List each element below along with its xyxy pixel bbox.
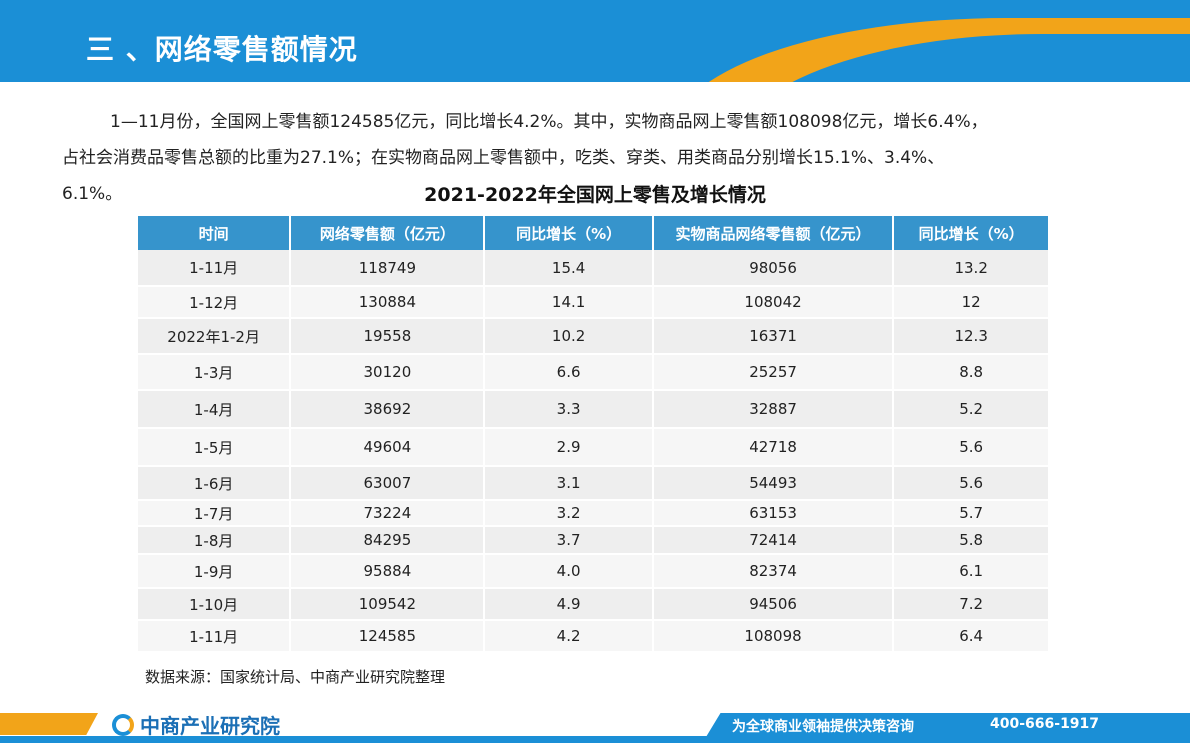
cell-time: 2022年1-2月 <box>138 318 292 355</box>
cell-time: 1-12月 <box>138 286 292 319</box>
cell-yoy-growth: 3.1 <box>484 466 654 501</box>
cell-physical-yoy: 5.2 <box>893 390 1048 429</box>
cell-yoy-growth: 4.2 <box>484 620 654 653</box>
cell-yoy-growth: 3.2 <box>484 500 654 527</box>
cell-physical-retail: 98056 <box>652 250 895 287</box>
cell-online-retail: 19558 <box>290 318 486 355</box>
cell-time: 1-11月 <box>138 250 292 287</box>
cell-physical-yoy: 6.1 <box>893 554 1048 589</box>
col-header-online-retail: 网络零售额（亿元） <box>290 216 486 250</box>
cell-yoy-growth: 4.9 <box>484 588 654 621</box>
summary-line-2: 占社会消费品零售总额的比重为27.1%；在实物商品网上零售额中，吃类、穿类、用类… <box>62 148 945 168</box>
footer-phone: 400-666-1917 <box>990 716 1100 732</box>
table-row: 1-8月 84295 3.7 72414 5.8 <box>138 526 1048 555</box>
table-row: 1-11月 118749 15.4 98056 13.2 <box>138 250 1048 287</box>
cell-yoy-growth: 3.3 <box>484 390 654 429</box>
col-header-yoy-growth: 同比增长（%） <box>484 216 654 250</box>
cell-physical-retail: 54493 <box>652 466 895 501</box>
cell-online-retail: 124585 <box>290 620 486 653</box>
table-row: 1-10月 109542 4.9 94506 7.2 <box>138 588 1048 621</box>
cell-time: 1-7月 <box>138 500 292 527</box>
logo-text: 中商产业研究院 <box>140 714 280 738</box>
page-title: 三 、网络零售额情况 <box>86 33 358 66</box>
cell-time: 1-5月 <box>138 428 292 467</box>
company-logo: 中商产业研究院 <box>112 710 280 739</box>
cell-time: 1-6月 <box>138 466 292 501</box>
summary-line-1: 1—11月份，全国网上零售额124585亿元，同比增长4.2%。其中，实物商品网… <box>110 112 988 132</box>
cell-physical-retail: 25257 <box>652 354 895 391</box>
summary-paragraph: 1—11月份，全国网上零售额124585亿元，同比增长4.2%。其中，实物商品网… <box>62 104 1142 212</box>
cell-online-retail: 84295 <box>290 526 486 555</box>
cell-online-retail: 118749 <box>290 250 486 287</box>
logo-mark-icon <box>112 713 134 736</box>
cell-physical-yoy: 12.3 <box>893 318 1048 355</box>
footer-slogan: 为全球商业领袖提供决策咨询 <box>732 719 914 735</box>
data-source: 数据来源：国家统计局、中商产业研究院整理 <box>145 668 446 686</box>
cell-yoy-growth: 14.1 <box>484 286 654 319</box>
cell-time: 1-10月 <box>138 588 292 621</box>
cell-physical-yoy: 5.6 <box>893 428 1048 467</box>
cell-physical-yoy: 7.2 <box>893 588 1048 621</box>
cell-physical-retail: 63153 <box>652 500 895 527</box>
cell-yoy-growth: 6.6 <box>484 354 654 391</box>
table-row: 1-7月 73224 3.2 63153 5.7 <box>138 500 1048 527</box>
cell-physical-yoy: 5.8 <box>893 526 1048 555</box>
cell-physical-yoy: 12 <box>893 286 1048 319</box>
cell-online-retail: 109542 <box>290 588 486 621</box>
cell-online-retail: 63007 <box>290 466 486 501</box>
table-row: 1-11月 124585 4.2 108098 6.4 <box>138 620 1048 653</box>
table-row: 1-9月 95884 4.0 82374 6.1 <box>138 554 1048 589</box>
cell-physical-yoy: 13.2 <box>893 250 1048 287</box>
col-header-time: 时间 <box>138 216 292 250</box>
table-row: 1-3月 30120 6.6 25257 8.8 <box>138 354 1048 391</box>
table-header-row: 时间 网络零售额（亿元） 同比增长（%） 实物商品网络零售额（亿元） 同比增长（… <box>138 216 1048 250</box>
cell-physical-yoy: 5.7 <box>893 500 1048 527</box>
col-header-physical-yoy: 同比增长（%） <box>893 216 1048 250</box>
cell-physical-yoy: 8.8 <box>893 354 1048 391</box>
footer-blue-bar <box>0 736 1190 743</box>
table-row: 1-12月 130884 14.1 108042 12 <box>138 286 1048 319</box>
col-header-physical-retail: 实物商品网络零售额（亿元） <box>652 216 895 250</box>
cell-yoy-growth: 2.9 <box>484 428 654 467</box>
cell-physical-yoy: 6.4 <box>893 620 1048 653</box>
cell-physical-retail: 82374 <box>652 554 895 589</box>
table-row: 1-5月 49604 2.9 42718 5.6 <box>138 428 1048 467</box>
cell-physical-retail: 16371 <box>652 318 895 355</box>
cell-time: 1-3月 <box>138 354 292 391</box>
summary-line-3: 6.1%。 <box>62 184 123 204</box>
retail-table: 时间 网络零售额（亿元） 同比增长（%） 实物商品网络零售额（亿元） 同比增长（… <box>138 216 1048 653</box>
cell-yoy-growth: 4.0 <box>484 554 654 589</box>
cell-online-retail: 30120 <box>290 354 486 391</box>
cell-time: 1-11月 <box>138 620 292 653</box>
cell-physical-retail: 72414 <box>652 526 895 555</box>
cell-time: 1-4月 <box>138 390 292 429</box>
footer-orange-bar <box>0 713 98 735</box>
cell-online-retail: 95884 <box>290 554 486 589</box>
cell-physical-retail: 108098 <box>652 620 895 653</box>
footer-right-bar <box>706 713 1190 737</box>
cell-yoy-growth: 3.7 <box>484 526 654 555</box>
cell-physical-retail: 108042 <box>652 286 895 319</box>
cell-online-retail: 49604 <box>290 428 486 467</box>
cell-time: 1-8月 <box>138 526 292 555</box>
table-title: 2021-2022年全国网上零售及增长情况 <box>424 184 766 206</box>
table-row: 1-6月 63007 3.1 54493 5.6 <box>138 466 1048 501</box>
cell-online-retail: 73224 <box>290 500 486 527</box>
table-row: 2022年1-2月 19558 10.2 16371 12.3 <box>138 318 1048 355</box>
cell-physical-retail: 42718 <box>652 428 895 467</box>
cell-yoy-growth: 10.2 <box>484 318 654 355</box>
cell-physical-yoy: 5.6 <box>893 466 1048 501</box>
cell-physical-retail: 94506 <box>652 588 895 621</box>
header-banner: 三 、网络零售额情况 <box>0 0 1190 82</box>
cell-yoy-growth: 15.4 <box>484 250 654 287</box>
cell-online-retail: 130884 <box>290 286 486 319</box>
table-row: 1-4月 38692 3.3 32887 5.2 <box>138 390 1048 429</box>
cell-physical-retail: 32887 <box>652 390 895 429</box>
cell-time: 1-9月 <box>138 554 292 589</box>
cell-online-retail: 38692 <box>290 390 486 429</box>
